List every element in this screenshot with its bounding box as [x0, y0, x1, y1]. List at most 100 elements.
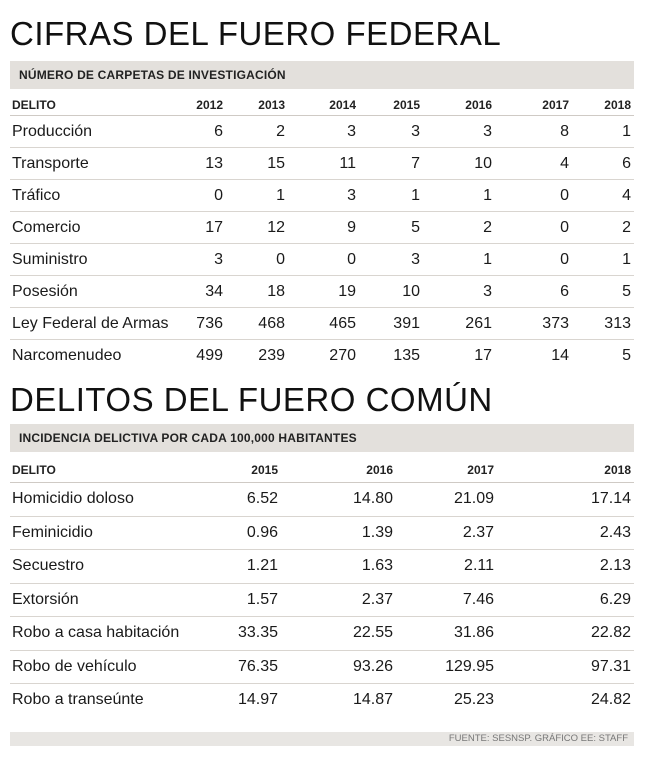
value-cell: 4 [572, 179, 634, 212]
value-cell: 2 [572, 211, 634, 244]
value-cell: 391 [359, 307, 423, 340]
source-credit: FUENTE: SESNSP. GRÁFICO EE: STAFF [10, 732, 634, 746]
value-cell: 1.39 [281, 516, 396, 550]
column-header-year: 2017 [495, 95, 572, 116]
value-cell: 736 [182, 307, 226, 340]
table-row: Extorsión 1.57 2.37 7.46 6.29 [10, 583, 634, 617]
value-cell: 313 [572, 307, 634, 340]
value-cell: 1 [572, 243, 634, 276]
crime-label: Homicidio doloso [10, 482, 193, 517]
value-cell: 261 [423, 307, 495, 340]
value-cell: 3 [359, 243, 423, 276]
column-header-delito: DELITO [10, 95, 182, 116]
value-cell: 14.87 [352, 691, 393, 709]
value-cell: 17 [474, 346, 492, 364]
value-cell: 7.46 [396, 583, 497, 617]
value-cell: 1.21 [193, 549, 281, 584]
value-cell: 76.35 [193, 650, 281, 684]
crime-label: Suministro [10, 243, 182, 276]
federal-table-body: Producción 6 2 3 3 3 8 1 Transporte 13 15 11 7 10 4 6 Tr… [10, 115, 634, 372]
value-cell: 3 [182, 243, 226, 276]
crime-label: Secuestro [10, 549, 193, 584]
comun-table: DELITO 2015 2016 2017 2018 Homicidio doloso 6… [10, 458, 634, 717]
table-row: Transporte 13 15 11 7 10 4 6 [10, 147, 634, 180]
value-cell: 239 [258, 346, 285, 364]
table-row: Suministro 3 0 0 3 1 0 1 [10, 243, 634, 276]
value-cell: 1 [359, 179, 423, 212]
value-cell: 0 [288, 243, 359, 276]
value-cell: 0 [226, 243, 288, 276]
value-cell: 17 [182, 211, 226, 244]
column-header-delito: DELITO [10, 458, 193, 483]
value-cell: 2 [226, 115, 288, 148]
value-cell: 6 [182, 115, 226, 148]
table-row: Narcomenudeo 499 239 270 135 17 14 5 [10, 340, 634, 372]
column-header-year: 2017 [396, 458, 497, 483]
value-cell: 15 [226, 147, 288, 180]
value-cell: 22.82 [497, 616, 634, 651]
value-cell: 373 [495, 307, 572, 340]
value-cell: 6 [495, 275, 572, 308]
table-row: Secuestro 1.21 1.63 2.11 2.13 [10, 549, 634, 584]
value-cell: 0.96 [193, 516, 281, 550]
federal-table: DELITO 2012 2013 2014 2015 2016 2017 2018 Produ… [10, 95, 634, 371]
value-cell: 5 [359, 211, 423, 244]
table-row: Homicidio doloso 6.52 14.80 21.09 17.14 [10, 482, 634, 517]
column-header-year: 2015 [193, 458, 281, 483]
value-cell: 6 [572, 147, 634, 180]
value-cell: 135 [393, 346, 420, 364]
federal-title: CIFRAS DEL FUERO FEDERAL [10, 15, 502, 52]
value-cell: 2.13 [497, 549, 634, 584]
value-cell: 4 [495, 147, 572, 180]
table-row: Feminicidio 0.96 1.39 2.37 2.43 [10, 516, 634, 550]
value-cell: 3 [423, 115, 495, 148]
comun-subtitle: INCIDENCIA DELICTIVA POR CADA 100,000 HA… [10, 424, 634, 452]
value-cell: 2.37 [396, 516, 497, 550]
crime-label: Producción [10, 115, 182, 148]
crime-label: Robo a transeúnte [12, 691, 144, 709]
crime-label: Narcomenudeo [12, 346, 122, 364]
value-cell: 0 [495, 211, 572, 244]
crime-label: Comercio [10, 211, 182, 244]
value-cell: 1.57 [193, 583, 281, 617]
value-cell: 12 [226, 211, 288, 244]
crime-label: Posesión [10, 275, 182, 308]
value-cell: 6.52 [193, 482, 281, 517]
value-cell: 499 [196, 346, 223, 364]
crime-label: Transporte [10, 147, 182, 180]
value-cell: 1.63 [281, 549, 396, 584]
value-cell: 3 [359, 115, 423, 148]
column-header-year: 2013 [226, 95, 288, 116]
federal-subtitle: NÚMERO DE CARPETAS DE INVESTIGACIÓN [10, 61, 634, 89]
table-row: Ley Federal de Armas 736 468 465 391 261 373 31… [10, 307, 634, 340]
value-cell: 3 [423, 275, 495, 308]
value-cell: 0 [495, 243, 572, 276]
value-cell: 10 [423, 147, 495, 180]
value-cell: 13 [182, 147, 226, 180]
column-header-year: 2015 [359, 95, 423, 116]
column-header-year: 2016 [281, 458, 396, 483]
value-cell: 14.97 [237, 691, 278, 709]
value-cell: 270 [329, 346, 356, 364]
value-cell: 31.86 [396, 616, 497, 651]
value-cell: 24.82 [590, 691, 631, 709]
value-cell: 0 [495, 179, 572, 212]
value-cell: 465 [288, 307, 359, 340]
value-cell: 7 [359, 147, 423, 180]
column-header-year: 2018 [497, 458, 634, 483]
value-cell: 3 [288, 179, 359, 212]
value-cell: 33.35 [193, 616, 281, 651]
comun-title: DELITOS DEL FUERO COMÚN [10, 381, 493, 418]
value-cell: 1 [423, 243, 495, 276]
value-cell: 14 [551, 346, 569, 364]
value-cell: 2 [423, 211, 495, 244]
value-cell: 14.80 [281, 482, 396, 517]
value-cell: 9 [288, 211, 359, 244]
value-cell: 129.95 [396, 650, 497, 684]
value-cell: 19 [288, 275, 359, 308]
value-cell: 6.29 [497, 583, 634, 617]
value-cell: 25.23 [453, 691, 494, 709]
table-row: Robo a transeúnte 14.97 14.87 25.23 24.82 [10, 684, 634, 717]
table-row: Comercio 17 12 9 5 2 0 2 [10, 211, 634, 244]
column-header-year: 2012 [182, 95, 226, 116]
